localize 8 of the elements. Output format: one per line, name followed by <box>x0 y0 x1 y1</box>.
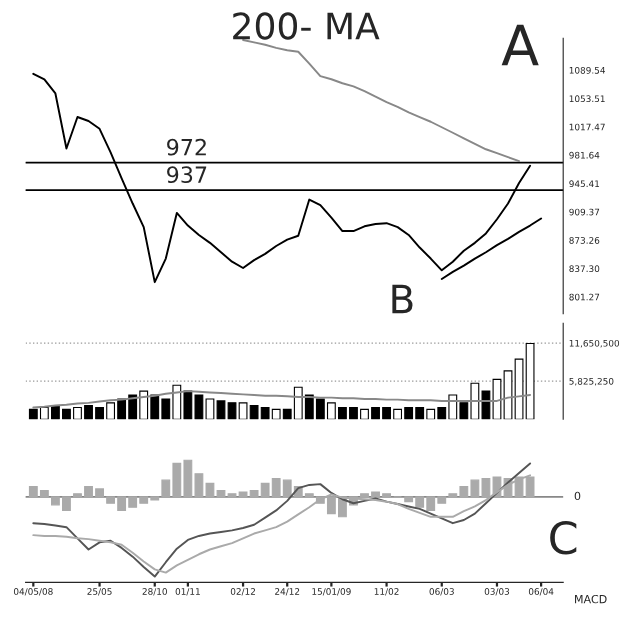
annotation: 200- MA <box>233 12 380 40</box>
annotation: A <box>501 24 539 66</box>
annotation: 937 <box>167 166 207 184</box>
line-series <box>32 390 532 409</box>
annotation: B <box>392 284 413 314</box>
annotation: 972 <box>167 138 206 156</box>
annotation: C <box>550 520 577 555</box>
line-series <box>440 217 543 280</box>
